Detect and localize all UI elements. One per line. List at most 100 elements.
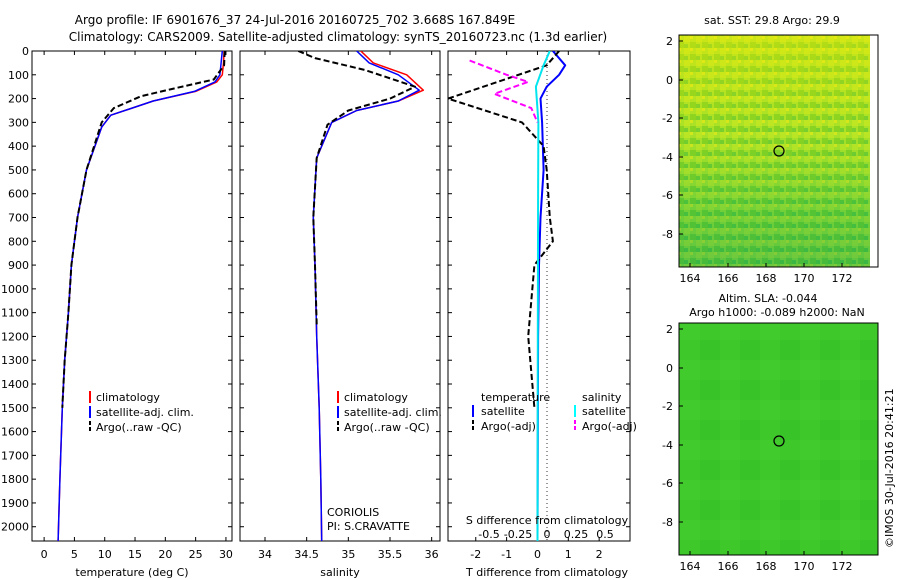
sst-map-lon-tick-label: 164	[680, 272, 701, 285]
sst-map: sat. SST: 29.8 Argo: 29.9 2 0 -2 -4 -6 -8 164 1…	[662, 14, 879, 285]
sla-map-lat-tick-label: -6	[662, 477, 673, 490]
title-line-2: Climatology: CARS2009. Satellite-adjuste…	[69, 30, 607, 44]
depth-tick-label: 1200	[1, 330, 29, 343]
temperature-tick-label: 10	[98, 548, 112, 561]
salinity-axes-box	[239, 50, 441, 542]
sst-map-lon-tick-label: 166	[718, 272, 739, 285]
depth-tick-label: 1400	[1, 378, 29, 391]
sla-map-lon-tick-label: 170	[794, 560, 815, 573]
depth-tick-label: 400	[8, 140, 29, 153]
credit-institution: CORIOLIS	[327, 506, 379, 519]
depth-tick-label: 300	[8, 116, 29, 129]
legend-temperature-title: temperature	[481, 391, 550, 404]
s-difference-tick-label: 0.25	[564, 528, 589, 541]
sst-map-title: sat. SST: 29.8 Argo: 29.9	[704, 14, 840, 27]
sst-map-lat-tick-label: -8	[662, 228, 673, 241]
s-difference-tick-label: 0	[544, 528, 551, 541]
temperature-tick-label: 30	[219, 548, 233, 561]
s-difference-tick-label: -0.25	[504, 528, 532, 541]
t-difference-tick-label: -1	[501, 548, 512, 561]
depth-tick-label: 900	[8, 259, 29, 272]
series-salinity-argo-adj	[469, 59, 539, 123]
depth-tick-label: 1100	[1, 307, 29, 320]
sst-map-lat-tick-label: -6	[662, 189, 673, 202]
depth-tick-label: 1700	[1, 449, 29, 462]
salinity-tick-label: 34	[258, 548, 272, 561]
legend-salinity-title: salinity	[582, 391, 622, 404]
temperature-axes-box	[31, 50, 233, 542]
salinity-tick-label: 34.5	[294, 548, 319, 561]
sla-map-title-2: Argo h1000: -0.089 h2000: NaN	[689, 306, 865, 319]
salinity-panel: 34 34.5 35 35.5 36 climatology satellite-adj…	[239, 50, 442, 579]
sst-argo-location-marker	[773, 145, 785, 157]
sst-map-lat-tick-label: -2	[662, 112, 673, 125]
sst-map-lat-tick-label: 2	[666, 35, 673, 48]
sla-map-lon-tick-label: 168	[756, 560, 777, 573]
legend-sal-argo-label: Argo(-adj)	[582, 420, 637, 433]
salinity-tick-label: 36	[425, 548, 439, 561]
imos-timestamp: ©IMOS 30-Jul-2016 20:41:21	[883, 388, 896, 548]
series-temperature-argo-adj	[448, 51, 560, 408]
salinity-xlabel: salinity	[320, 566, 360, 579]
salinity-tick-label: 35.5	[378, 548, 403, 561]
sst-shading	[679, 35, 878, 267]
depth-tick-label: 200	[8, 93, 29, 106]
depth-tick-label: 1900	[1, 497, 29, 510]
sla-map-frame	[678, 322, 879, 556]
t-difference-tick-label: 1	[565, 548, 572, 561]
depth-tick-label: 2000	[1, 521, 29, 534]
series-argo-raw-qc	[61, 51, 226, 408]
salinity-tick-label: 35	[341, 548, 355, 561]
credit-pi: PI: S.CRAVATTE	[327, 520, 410, 533]
sst-map-lat-tick-label: 0	[666, 74, 673, 87]
difference-panel: -2 -1 0 1 2-0.5 -0.25 0 0.25 0.5 temperature sal…	[447, 50, 637, 579]
sla-map-lon-tick-label: 164	[680, 560, 701, 573]
sla-map: Altim. SLA: -0.044 Argo h1000: -0.089 h2…	[662, 292, 879, 573]
sla-map-lat-tick-label: 0	[666, 362, 673, 375]
depth-tick-label: 100	[8, 69, 29, 82]
t-difference-xlabel: T difference from climatology	[465, 566, 628, 579]
temperature-tick-label: 0	[41, 548, 48, 561]
s-difference-tick-label: 0.5	[596, 528, 614, 541]
legend-climatology-label: climatology	[96, 391, 160, 404]
depth-tick-label: 500	[8, 164, 29, 177]
t-difference-tick-label: -2	[470, 548, 481, 561]
legend-temp-satellite-label: satellite	[481, 405, 525, 418]
legend-satellite-label: satellite-adj. clim.	[344, 406, 442, 419]
depth-tick-label: 1800	[1, 473, 29, 486]
sla-map-lon-tick-label: 166	[718, 560, 739, 573]
t-difference-tick-label: 0	[534, 548, 541, 561]
sst-no-data-strip	[870, 35, 878, 267]
sst-map-lon-tick-label: 170	[794, 272, 815, 285]
sst-map-lon-tick-label: 168	[756, 272, 777, 285]
series-argo-raw-qc	[297, 51, 416, 325]
s-difference-label: S difference from climatology	[466, 514, 629, 527]
temperature-tick-label: 5	[71, 548, 78, 561]
legend-argo-label: Argo(..raw -QC)	[344, 421, 430, 434]
sla-argo-location-marker	[773, 435, 785, 447]
sla-map-lat-tick-label: 2	[666, 323, 673, 336]
sst-map-frame	[678, 34, 879, 268]
sla-field	[679, 323, 878, 555]
depth-tick-label: 1500	[1, 402, 29, 415]
legend-climatology-label: climatology	[344, 391, 408, 404]
depth-tick-label: 800	[8, 235, 29, 248]
temperature-panel: 0100200300400500600700800900100011001200…	[1, 45, 233, 579]
series-satellite-adj-clim	[312, 51, 420, 541]
sla-map-lon-tick-label: 172	[832, 560, 853, 573]
depth-tick-label: 1600	[1, 426, 29, 439]
depth-tick-label: 0	[22, 45, 29, 58]
depth-tick-label: 700	[8, 212, 29, 225]
sla-map-lat-tick-label: -2	[662, 400, 673, 413]
sla-map-title-1: Altim. SLA: -0.044	[718, 292, 817, 305]
t-difference-tick-label: 2	[596, 548, 603, 561]
temperature-xlabel: temperature (deg C)	[75, 566, 188, 579]
sst-map-lat-tick-label: -4	[662, 151, 673, 164]
title-line-1: Argo profile: IF 6901676_37 24-Jul-2016 …	[75, 13, 515, 27]
legend-temp-argo-label: Argo(-adj)	[481, 420, 536, 433]
sst-map-lon-tick-label: 172	[832, 272, 853, 285]
s-difference-tick-label: -0.5	[478, 528, 499, 541]
legend-argo-label: Argo(..raw -QC)	[96, 421, 182, 434]
temperature-tick-label: 25	[189, 548, 203, 561]
